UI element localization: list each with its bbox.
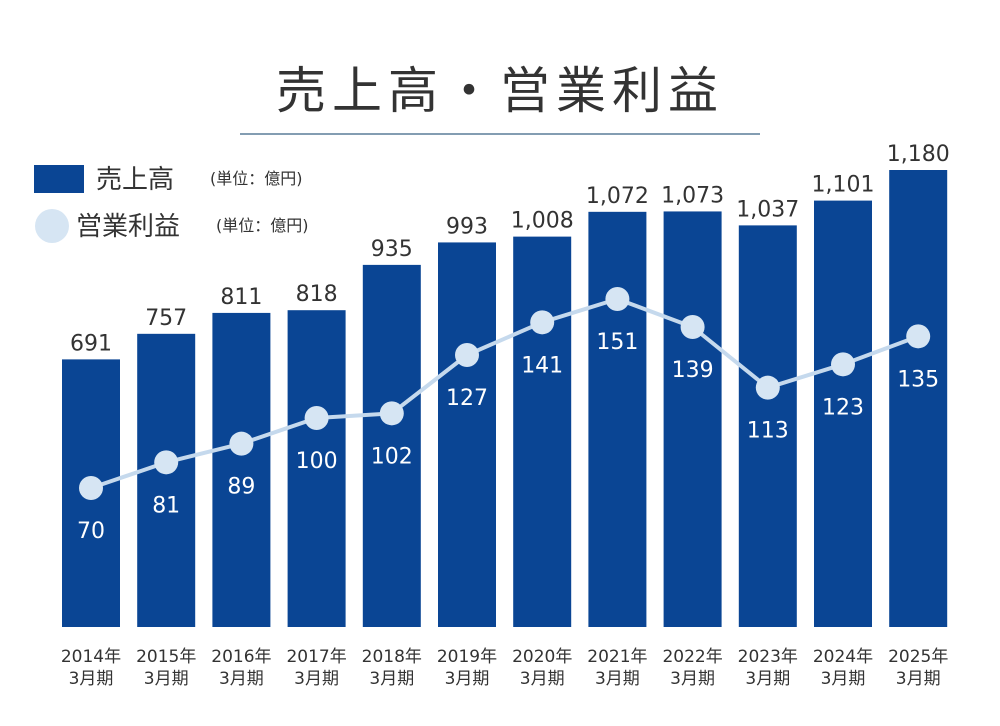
sales-bar bbox=[212, 312, 271, 627]
x-tick-label: 2021年 bbox=[587, 647, 647, 667]
x-tick-label: 3月期 bbox=[445, 669, 490, 689]
sales-value-label: 811 bbox=[220, 285, 262, 310]
sales-value-label: 691 bbox=[70, 331, 112, 356]
profit-value-label: 141 bbox=[521, 353, 563, 378]
x-tick-label: 3月期 bbox=[745, 669, 790, 689]
sales-value-label: 1,101 bbox=[812, 173, 875, 198]
profit-marker bbox=[605, 287, 630, 311]
x-tick-label: 2018年 bbox=[362, 647, 422, 667]
legend-sales-unit: (単位：億円) bbox=[210, 169, 303, 188]
legend-bar-swatch bbox=[34, 165, 84, 193]
sales-bar bbox=[738, 225, 797, 627]
x-tick-label: 2015年 bbox=[136, 647, 196, 667]
profit-line bbox=[90, 297, 919, 490]
sales-value-label: 1,180 bbox=[887, 142, 950, 167]
x-tick-label: 3月期 bbox=[369, 669, 414, 689]
profit-marker bbox=[154, 450, 179, 475]
profit-labels: 70 81 89 100 102 127 141 151 139 113 123 135 bbox=[77, 330, 939, 544]
sales-bar bbox=[889, 170, 948, 627]
profit-marker bbox=[530, 310, 555, 335]
x-tick-label: 3月期 bbox=[69, 669, 114, 689]
x-tick-label: 3月期 bbox=[821, 669, 866, 689]
sales-bar bbox=[814, 200, 872, 627]
sales-value-label: 1,008 bbox=[511, 209, 574, 234]
profit-value-label: 123 bbox=[822, 395, 864, 420]
sales-value-label: 1,072 bbox=[586, 184, 649, 209]
profit-marker bbox=[755, 375, 780, 400]
sales-value-label: 1,037 bbox=[736, 197, 799, 222]
sales-value-label: 757 bbox=[145, 306, 187, 331]
x-tick-label: 2016年 bbox=[211, 647, 271, 667]
x-tick-label: 2014年 bbox=[61, 647, 121, 667]
sales-bar bbox=[663, 211, 722, 628]
sales-value-label: 1,073 bbox=[661, 183, 724, 208]
x-tick-label: 3月期 bbox=[896, 669, 941, 689]
legend-profit-unit: (単位：億円) bbox=[216, 216, 309, 235]
legend: 売上高 (単位：億円) 営業利益 (単位：億円) bbox=[34, 165, 309, 243]
sales-bar bbox=[438, 242, 496, 627]
profit-value-label: 100 bbox=[296, 449, 338, 474]
x-tick-label: 2023年 bbox=[738, 647, 798, 667]
x-tick-label: 2017年 bbox=[286, 647, 346, 667]
x-tick-label: 2024年 bbox=[813, 647, 873, 667]
profit-value-label: 127 bbox=[446, 386, 488, 411]
profit-value-label: 135 bbox=[897, 367, 939, 392]
x-tick-label: 2022年 bbox=[662, 647, 722, 667]
sales-bar bbox=[287, 310, 346, 627]
profit-value-label: 102 bbox=[371, 444, 413, 469]
sales-bar-labels: 691 757 811 818 935 993 1,008 1,072 1,073 1,037 1,… bbox=[70, 142, 950, 356]
sales-value-label: 993 bbox=[446, 214, 488, 239]
sales-bar bbox=[588, 211, 647, 627]
profit-marker bbox=[229, 431, 254, 456]
x-tick-label: 2019年 bbox=[437, 647, 497, 667]
sales-bar bbox=[362, 264, 421, 627]
profit-marker bbox=[304, 406, 329, 430]
sales-value-label: 935 bbox=[371, 237, 413, 262]
sales-value-label: 818 bbox=[296, 282, 338, 307]
profit-marker bbox=[906, 324, 931, 349]
x-tick-label: 2025年 bbox=[888, 647, 948, 667]
legend-profit-label: 営業利益 bbox=[76, 212, 180, 242]
profit-value-label: 89 bbox=[227, 475, 255, 500]
profit-line-series bbox=[79, 287, 931, 500]
x-tick-label: 3月期 bbox=[595, 669, 640, 689]
profit-value-label: 151 bbox=[596, 330, 638, 355]
x-tick-label: 3月期 bbox=[294, 669, 339, 689]
profit-marker bbox=[831, 352, 855, 377]
x-tick-label: 3月期 bbox=[144, 669, 189, 689]
x-tick-label: 3月期 bbox=[219, 669, 264, 689]
x-tick-label: 3月期 bbox=[670, 669, 715, 689]
profit-marker bbox=[379, 401, 404, 426]
profit-value-label: 70 bbox=[77, 519, 105, 544]
legend-sales-label: 売上高 bbox=[96, 165, 174, 195]
profit-value-label: 81 bbox=[152, 493, 180, 518]
chart-title: 売上高・営業利益 bbox=[276, 62, 724, 120]
profit-value-label: 139 bbox=[672, 358, 714, 383]
x-tick-label: 3月期 bbox=[520, 669, 565, 689]
legend-line-swatch bbox=[35, 209, 69, 243]
profit-marker bbox=[79, 476, 103, 500]
x-tick-label: 2020年 bbox=[512, 647, 572, 667]
sales-bar bbox=[137, 333, 196, 627]
sales-bar bbox=[513, 236, 572, 627]
x-axis-tick-labels: 2014年3月期2015年3月期2016年3月期2017年3月期2018年3月期… bbox=[61, 647, 948, 689]
profit-value-label: 113 bbox=[747, 419, 789, 444]
profit-marker bbox=[680, 315, 705, 339]
sales-bars bbox=[62, 170, 948, 628]
profit-marker bbox=[455, 343, 479, 367]
